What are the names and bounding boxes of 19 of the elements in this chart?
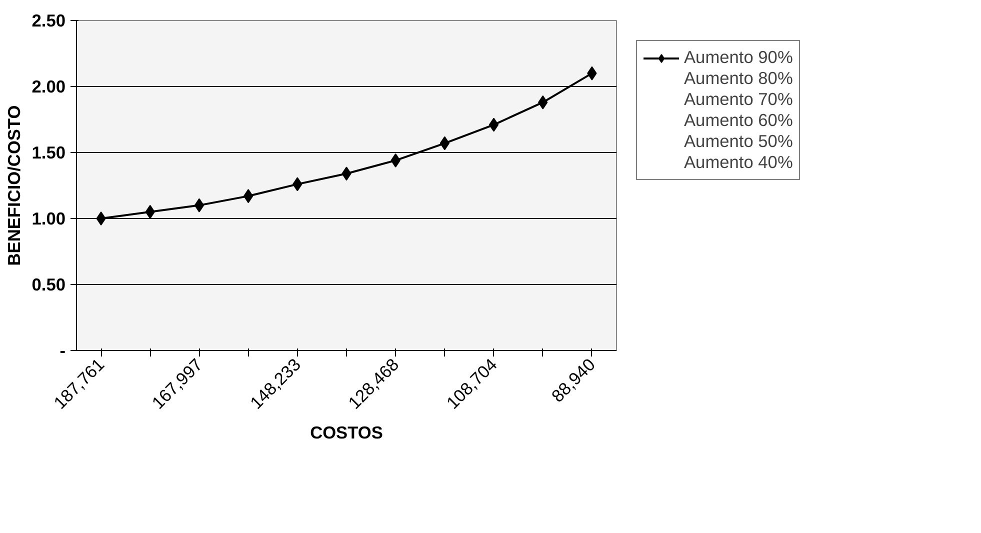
text: Aumento 50% bbox=[684, 131, 793, 152]
point bbox=[488, 118, 499, 132]
y-tick-label: 2.50 bbox=[32, 10, 66, 30]
text: Aumento 70% bbox=[684, 89, 793, 110]
y-tick-label: 1.50 bbox=[32, 142, 66, 162]
point bbox=[96, 212, 106, 226]
point bbox=[440, 136, 450, 150]
y-tick-label: 1.00 bbox=[32, 208, 66, 228]
text: Aumento 60% bbox=[684, 110, 793, 131]
text: Aumento 40% bbox=[684, 152, 793, 173]
y-axis-title: BENEFICIO/COSTO bbox=[4, 105, 24, 266]
point bbox=[194, 198, 204, 212]
x-axis-title: COSTOS bbox=[310, 422, 383, 442]
y-tick-label: - bbox=[60, 340, 66, 360]
y-tick-label: 0.50 bbox=[32, 274, 66, 294]
legend-label: Aumento 90% bbox=[684, 47, 793, 68]
y-tick-label: 2.00 bbox=[32, 76, 66, 96]
point bbox=[243, 189, 254, 204]
text: Aumento 80% bbox=[684, 68, 793, 89]
